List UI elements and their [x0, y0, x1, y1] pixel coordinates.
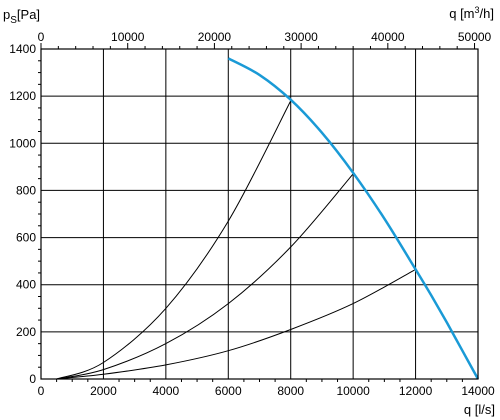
curves [56, 57, 480, 380]
x-top-tick-label: 0 [38, 30, 45, 44]
x-bottom-tick-label: 6000 [215, 384, 242, 398]
x-bottom-tick-label: 0 [38, 384, 45, 398]
x-bottom-axis-label: q [l/s] [464, 402, 495, 417]
x-bottom-tick-label: 12000 [399, 384, 433, 398]
x-top-tick-label: 50000 [458, 30, 492, 44]
tick-labels: 0 2000 4000 6000 8000 10000 12000 1400002004006… [9, 30, 495, 398]
x-top-tick-label: 20000 [198, 30, 232, 44]
y-tick-label: 200 [16, 325, 36, 339]
y-tick-label: 600 [16, 231, 36, 245]
x-bottom-tick-label: 8000 [277, 384, 304, 398]
y-tick-label: 1000 [9, 136, 36, 150]
x-bottom-tick-label: 4000 [153, 384, 180, 398]
fan-curve [227, 57, 480, 380]
system-curve-1 [56, 100, 292, 380]
system-curve-2 [56, 173, 354, 380]
x-top-tick-label: 30000 [284, 30, 318, 44]
x-bottom-tick-label: 14000 [461, 384, 495, 398]
x-top-tick-label: 10000 [111, 30, 145, 44]
x-top-axis-label: q [m3/h] [449, 5, 494, 21]
y-axis-label: pS[Pa] [3, 7, 40, 26]
x-bottom-tick-label: 2000 [90, 384, 117, 398]
grid-lines [40, 48, 479, 380]
system-curve-3 [56, 268, 416, 380]
x-bottom-tick-label: 10000 [336, 384, 370, 398]
y-tick-label: 400 [16, 278, 36, 292]
y-tick-label: 1200 [9, 89, 36, 103]
plot-frame [40, 48, 479, 380]
x-top-tick-label: 40000 [371, 30, 405, 44]
y-tick-label: 0 [29, 372, 36, 386]
y-tick-label: 1400 [9, 42, 36, 56]
y-tick-label: 800 [16, 183, 36, 197]
